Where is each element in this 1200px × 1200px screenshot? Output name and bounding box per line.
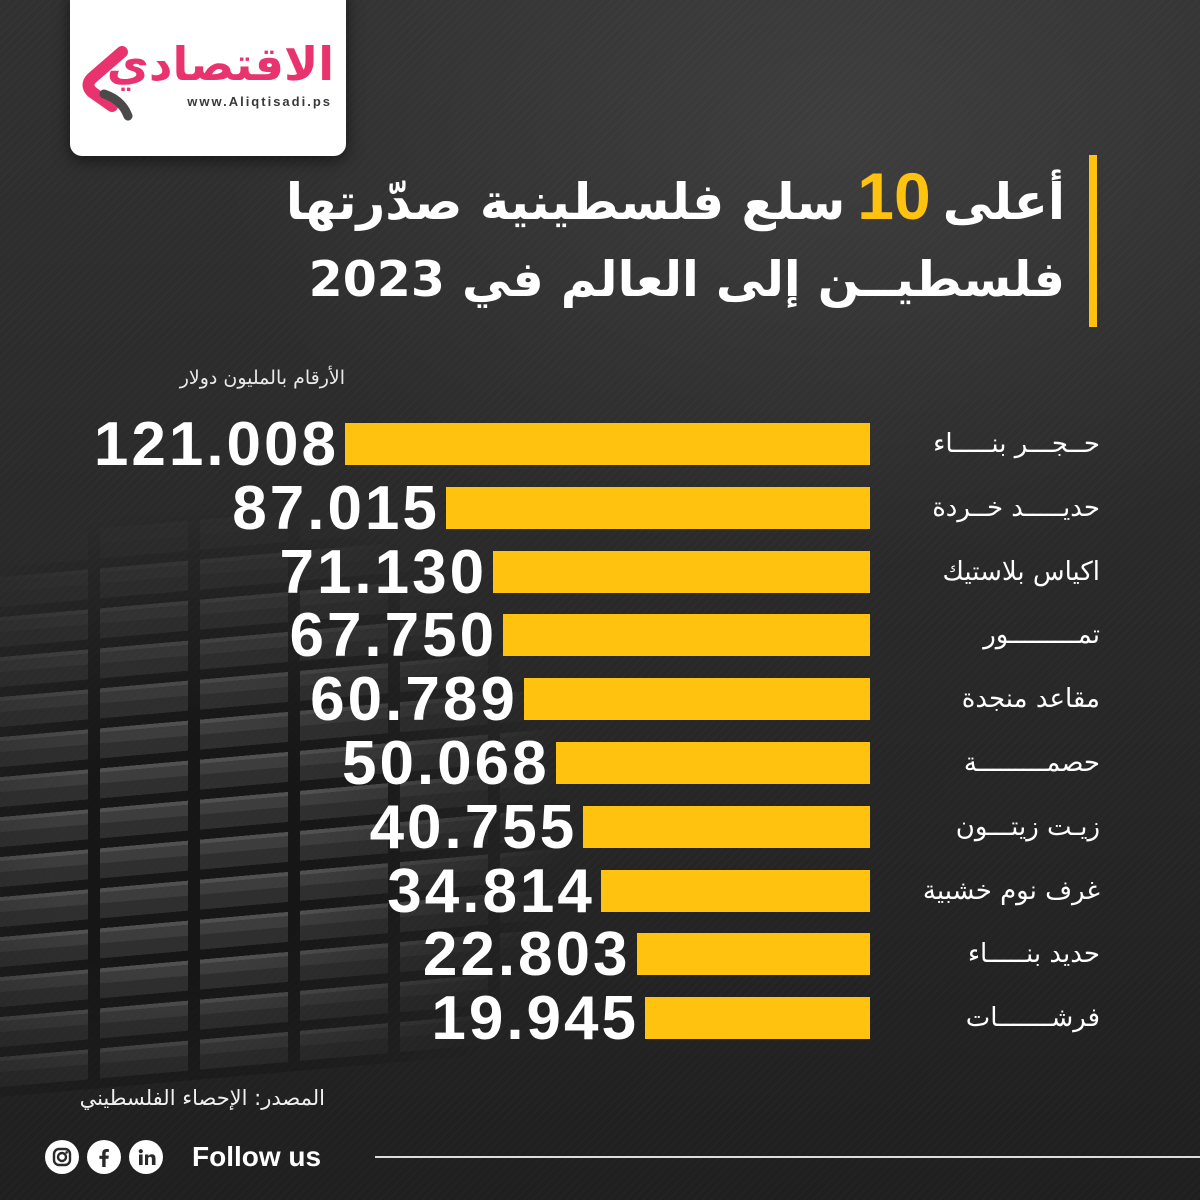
category-label: حصمـــــــــة (963, 748, 1100, 778)
brand-url: www.Aliqtisadi.ps (187, 94, 332, 109)
category-label: تمـــــــــور (983, 620, 1100, 650)
bar-8 (600, 870, 870, 912)
logo-card: الاقتصادي www.Aliqtisadi.ps (70, 0, 346, 156)
category-label: فرشـــــــات (965, 1003, 1100, 1033)
title-accent-bar (1089, 155, 1097, 327)
brand-name: الاقتصادي (106, 37, 334, 91)
bar-7 (583, 806, 870, 848)
title-line-2: فلسطيــن إلى العالم في 2023 (308, 251, 1065, 308)
title-line-1-start: أعلى (942, 173, 1065, 231)
bar-4 (503, 614, 870, 656)
bar-value-label: 121.008 (93, 410, 339, 479)
bar-9 (636, 933, 870, 975)
follow-us-label: Follow us (192, 1141, 322, 1172)
bar-value-label: 40.755 (369, 793, 578, 862)
category-label: اكياس بلاستيك (942, 557, 1100, 587)
title-line-1-end: سلع فلسطينية صدّرتها (285, 173, 846, 231)
facebook-icon[interactable] (87, 1140, 121, 1174)
bar-3 (493, 551, 870, 593)
bar-5 (523, 678, 870, 720)
instagram-icon[interactable] (45, 1140, 79, 1174)
bar-value-label: 50.068 (341, 729, 550, 798)
unit-note: الأرقام بالمليون دولار (179, 367, 345, 389)
bar-value-label: 19.945 (431, 984, 639, 1053)
footer-divider (375, 1156, 1200, 1158)
category-label: حديد بنـــــاء (967, 939, 1100, 969)
bar-2 (445, 487, 870, 529)
title-highlight-number: 10 (857, 159, 931, 233)
category-label: حــجـــر بنـــــاء (933, 429, 1100, 459)
category-label: مقاعد منجدة (961, 684, 1100, 714)
bar-value-label: 34.814 (387, 857, 595, 926)
aliqtisadi-logo-icon (82, 46, 133, 121)
bar-value-label: 71.130 (279, 538, 488, 607)
bar-value-label: 22.803 (422, 920, 631, 989)
bar-value-label: 67.750 (289, 601, 498, 670)
bar-1 (345, 423, 870, 465)
category-label: غرف نوم خشبية (922, 876, 1100, 906)
title-line-1: أعلى10سلع فلسطينية صدّرتها (286, 156, 1065, 242)
source-note: المصدر: الإحصاء الفلسطيني (79, 1086, 325, 1110)
category-label: حديـــــد خــردة (932, 493, 1100, 523)
bar-value-label: 87.015 (232, 474, 440, 543)
bar-6 (555, 742, 870, 784)
bar-value-label: 60.789 (310, 665, 518, 734)
bar-10 (645, 997, 870, 1039)
linkedin-icon[interactable] (129, 1140, 163, 1174)
category-label: زيـت زيتـــون (955, 812, 1100, 842)
